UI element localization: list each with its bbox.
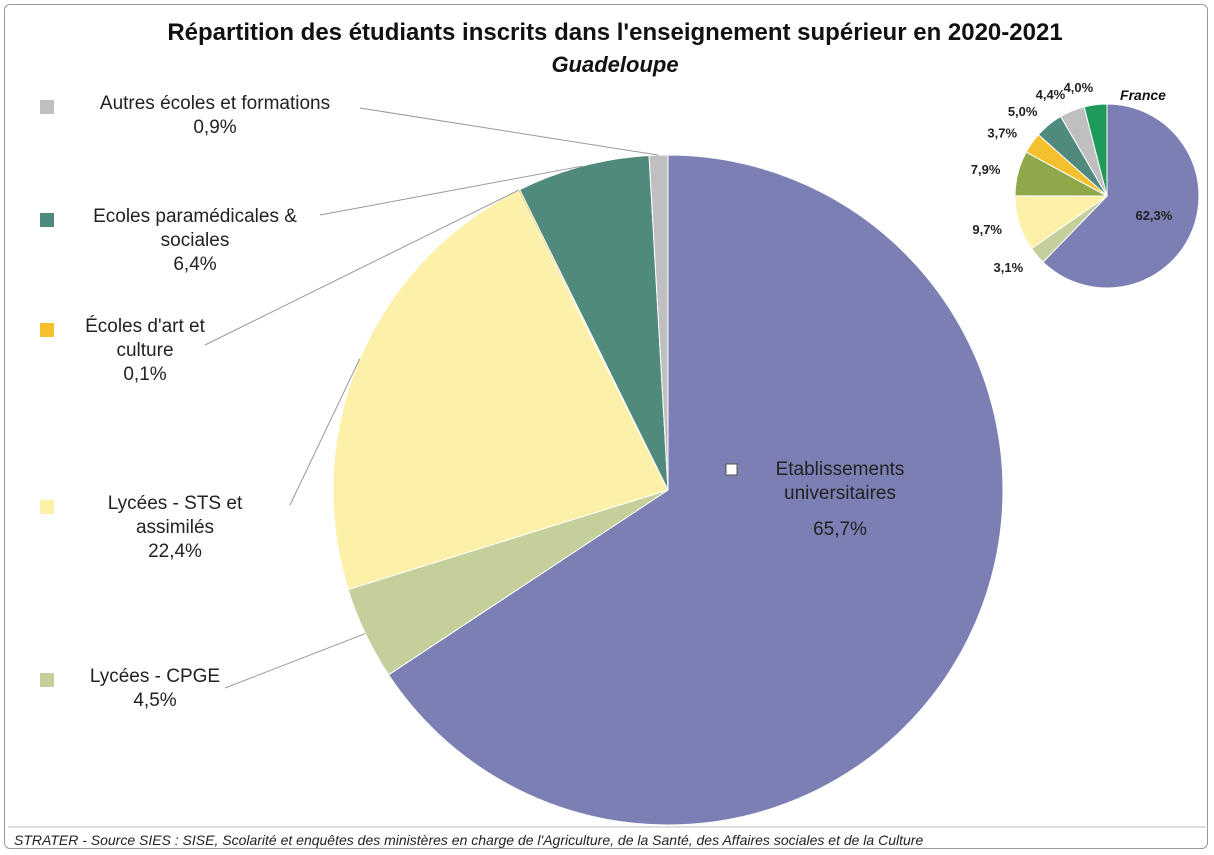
leader-line bbox=[289, 358, 361, 506]
slice-label: Ecoles paramédicales & sociales bbox=[93, 206, 297, 251]
slice-label: Etablissements universitaires bbox=[775, 459, 905, 504]
inset-title: France bbox=[1120, 87, 1166, 103]
value-label: 0,9% bbox=[193, 117, 237, 138]
value-label: 7,9% bbox=[971, 162, 1001, 177]
pie-slice bbox=[387, 154, 1004, 826]
value-label: 4,4% bbox=[1036, 87, 1066, 102]
value-label: 4,5% bbox=[133, 690, 177, 711]
leader-line bbox=[359, 107, 659, 156]
pie-slice bbox=[1042, 103, 1200, 289]
value-label: 22,4% bbox=[148, 541, 202, 562]
value-label: 4,0% bbox=[1064, 80, 1094, 95]
value-label: 6,4% bbox=[173, 254, 217, 275]
value-label: 9,7% bbox=[972, 222, 1002, 237]
pie-slice bbox=[332, 189, 669, 591]
leader-line bbox=[319, 165, 583, 216]
legend-marker bbox=[725, 463, 738, 476]
leader-line bbox=[224, 633, 366, 689]
value-label: 65,7% bbox=[813, 519, 867, 540]
chart-subtitle: Guadeloupe bbox=[551, 52, 678, 77]
legend-marker bbox=[40, 673, 54, 687]
value-label: 3,7% bbox=[987, 126, 1017, 141]
slice-label: Lycées - STS et assimilés bbox=[107, 493, 243, 538]
value-label: 62,3% bbox=[1135, 208, 1172, 223]
pie-slice bbox=[519, 155, 669, 491]
slice-label: Écoles d'art et culture bbox=[85, 316, 205, 361]
legend-marker bbox=[40, 213, 54, 227]
slice-label: Autres écoles et formations bbox=[99, 93, 331, 114]
legend-marker bbox=[40, 500, 54, 514]
legend-marker bbox=[40, 323, 54, 337]
chart-title: Répartition des étudiants inscrits dans … bbox=[167, 19, 1062, 46]
value-label: 0,1% bbox=[123, 364, 167, 385]
slice-label: Lycées - CPGE bbox=[89, 666, 221, 687]
frame bbox=[4, 4, 1208, 849]
value-label: 3,1% bbox=[994, 260, 1024, 275]
legend-marker bbox=[40, 100, 54, 114]
value-label: 5,0% bbox=[1008, 104, 1038, 119]
pie-slice bbox=[1083, 103, 1108, 197]
leader-line bbox=[204, 189, 519, 346]
source: STRATER - Source SIES : SISE, Scolarité … bbox=[14, 832, 923, 848]
